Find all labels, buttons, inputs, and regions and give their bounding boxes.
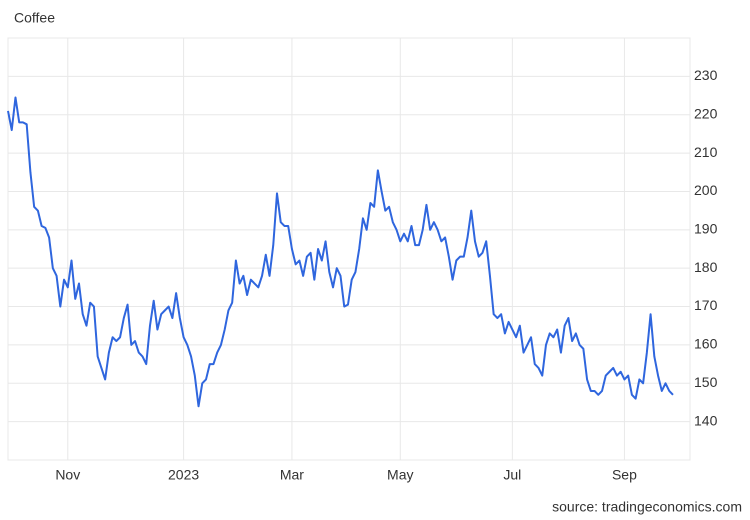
y-tick-label: 230 — [694, 67, 718, 83]
chart-title: Coffee — [14, 10, 55, 26]
y-tick-label: 150 — [694, 374, 718, 390]
x-tick-label: May — [387, 467, 413, 483]
price-line — [7, 96, 674, 408]
y-tick-label: 210 — [694, 144, 718, 160]
y-tick-label: 190 — [694, 221, 718, 237]
y-tick-label: 220 — [694, 105, 718, 121]
x-tick-label: Jul — [503, 467, 521, 483]
plot-frame — [7, 37, 691, 461]
y-tick-label: 200 — [694, 182, 718, 198]
x-tick-label: Sep — [612, 467, 637, 483]
y-tick-label: 160 — [694, 336, 718, 352]
y-tick-label: 180 — [694, 259, 718, 275]
y-tick-label: 170 — [694, 297, 718, 313]
y-tick-label: 140 — [694, 412, 718, 428]
x-tick-label: Mar — [280, 467, 304, 483]
x-tick-label: Nov — [55, 467, 80, 483]
x-tick-label: 2023 — [168, 467, 199, 483]
source: source: tradingeconomics.com — [552, 499, 742, 515]
